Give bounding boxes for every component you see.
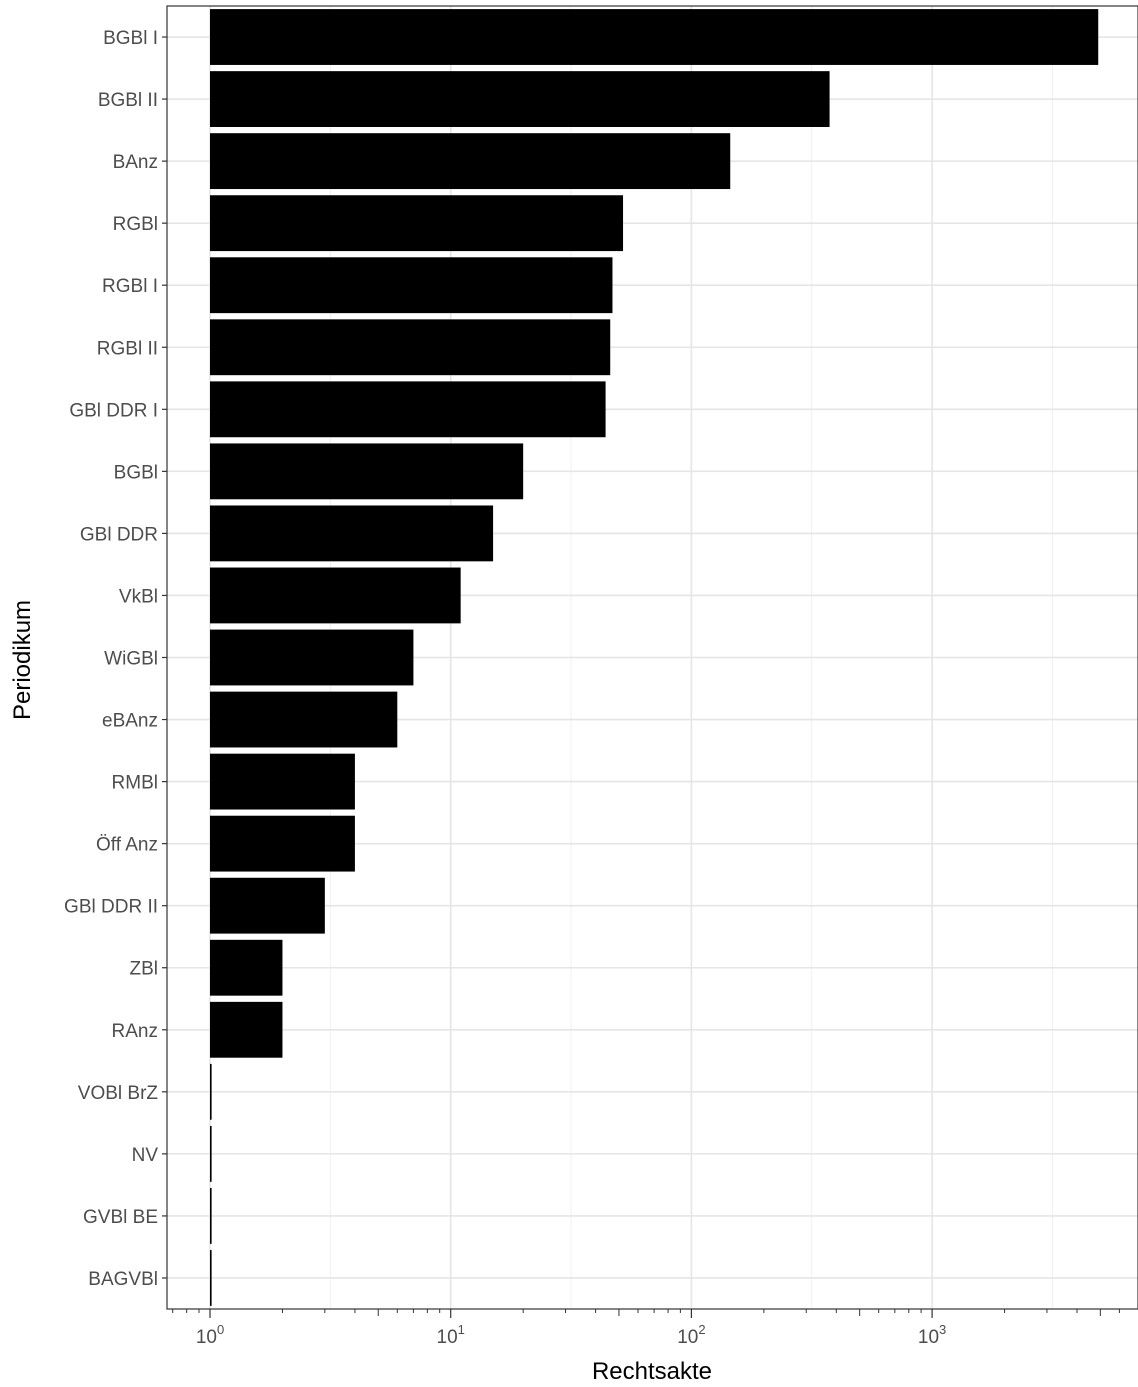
bar (210, 195, 624, 252)
y-tick-label: WiGBl (104, 649, 158, 670)
y-tick-label: BAnz (113, 152, 158, 173)
y-tick-label: RGBl (113, 214, 158, 235)
x-axis-title: Rechtsakte (592, 1358, 712, 1385)
y-tick-label: RMBl (112, 773, 158, 794)
x-tick-label: 101 (437, 1322, 465, 1348)
y-tick-label: VOBl BrZ (78, 1083, 159, 1104)
bar (210, 753, 355, 810)
y-tick-label: BGBl II (98, 90, 158, 111)
y-tick-label: RGBl II (97, 338, 158, 359)
y-tick-label: RAnz (112, 1021, 158, 1042)
bar (210, 1001, 283, 1058)
y-tick-label: BGBl (114, 462, 158, 483)
y-tick-label: NV (132, 1145, 159, 1166)
y-tick-label: VkBl (119, 586, 158, 607)
y-tick-label: RGBl I (102, 276, 158, 297)
x-tick-label: 103 (918, 1322, 946, 1348)
x-tick-label: 100 (196, 1322, 224, 1348)
bar (210, 9, 1099, 65)
bar (210, 1188, 212, 1244)
bar (210, 319, 611, 376)
bar (210, 939, 283, 996)
y-tick-label: BAGVBl (88, 1269, 158, 1290)
bar (210, 257, 613, 314)
bar (210, 505, 494, 562)
y-tick-label: GBl DDR II (64, 897, 158, 918)
y-tick-label: Öff Anz (96, 835, 158, 856)
bar (210, 133, 731, 190)
bar (210, 567, 461, 624)
bars (210, 9, 1099, 1306)
y-tick-label: GVBl BE (83, 1207, 158, 1228)
bar (210, 815, 355, 872)
x-tick-label: 102 (677, 1322, 705, 1348)
bar (210, 1063, 212, 1120)
bar (210, 629, 414, 686)
y-tick-label: BGBl I (103, 28, 158, 49)
bar (210, 1125, 212, 1182)
bar (210, 1250, 212, 1306)
y-tick-label: GBl DDR I (69, 400, 158, 421)
y-tick-label: ZBl (130, 959, 159, 980)
y-axis-title: Periodikum (9, 600, 36, 720)
bar (210, 877, 325, 934)
y-tick-label: eBAnz (102, 711, 158, 732)
y-tick-label: GBl DDR (80, 524, 158, 545)
bar (210, 443, 524, 500)
bar (210, 691, 398, 748)
bar (210, 381, 606, 438)
bar (210, 71, 830, 127)
axes: BGBl I BGBl II BAnz RGBl RGBl I RGBl II GBl DD… (64, 28, 1120, 1348)
